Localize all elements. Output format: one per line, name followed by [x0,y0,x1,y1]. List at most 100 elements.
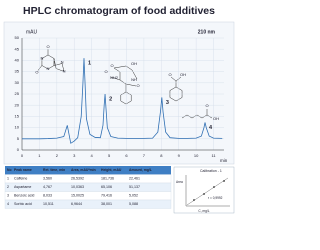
bond [110,76,121,81]
atom-label: N [47,66,50,71]
calibration-box [173,166,235,214]
table-cell: 8,033 [43,194,52,198]
bond [125,83,137,87]
table-cell: 51,137 [129,185,140,189]
calibration-y-label: Area [176,180,183,184]
y-tick-label: 20 [15,102,20,107]
bond [169,86,183,102]
calibration-point [203,193,205,195]
table-cell: Benzoic acid [14,194,34,198]
bond [175,76,182,82]
calibration-r: r = 0,9992 [208,196,223,200]
x-tick-label: 2 [56,153,59,158]
table-header: Height, mAU [101,168,122,172]
y-tick-label: 30 [15,80,20,85]
bond [119,79,127,85]
table-cell: 6,9644 [71,202,82,206]
table-cell: 1 [7,177,9,181]
x-tick-label: 3 [73,153,76,158]
table-header-bg [5,166,171,175]
y-tick-label: 40 [15,57,20,62]
table-cell: 4,767 [43,185,52,189]
table-cell: 10,0363 [71,185,84,189]
y-tick-label: 45 [15,46,20,51]
x-tick-label: 9 [178,153,181,158]
table-cell: 3 [7,194,9,198]
table-row-bg [4,174,172,184]
calibration-title: Calibration - 1 [200,169,222,173]
atom-label: OH [131,61,137,66]
table-cell: 10,511 [43,202,54,206]
atom-label: O [35,70,38,75]
bond [37,65,43,71]
peak-label: 2 [109,96,112,102]
bond [113,67,121,73]
atom-label: N [61,60,64,65]
atom-label: N [63,69,66,74]
y-tick-label: 5 [17,136,20,141]
x-tick-label: 11 [211,153,216,158]
atom-label: OH [180,72,186,77]
x-tick-label: 6 [125,153,128,158]
table-cell: 2 [7,185,9,189]
atom-label: NH2 [110,75,119,80]
y-tick-label: 15 [15,113,20,118]
table-header: Amount, mg/L [129,168,152,172]
y-tick-label: 10 [15,125,20,130]
atom-label: O [46,44,49,49]
chart-panel [3,21,235,165]
bond [113,65,127,69]
atom-label: O [110,63,113,68]
x-tick-label: 10 [194,153,199,158]
x-tick-label: 7 [143,153,146,158]
chromatogram-line [22,58,223,144]
table-cell: 4 [7,202,9,206]
y-tick-label: 25 [15,91,20,96]
table-cell: 38,001 [101,202,112,206]
atom-label: NH [131,77,137,82]
table-row-bg [4,199,172,209]
peak-label: 1 [88,61,91,67]
y-tick-label: 35 [15,69,20,74]
bond [120,91,132,105]
table-cell: 5,088 [129,202,138,206]
table-cell: 22,461 [129,177,140,181]
table-cell: 79,416 [101,194,112,198]
calibration-point [193,199,195,201]
table-header: No [7,168,12,172]
calibration-point [223,180,225,182]
x-tick-label: 0 [21,153,24,158]
bond [125,65,133,71]
y-tick-label: 50 [15,35,20,40]
table-header: Peak name [14,168,32,172]
table-cell: 65,106 [101,185,112,189]
table-cell: Sorbic acid [14,202,32,206]
table-header: Area, mAU*min [71,168,96,172]
wavelength: 210 nm [198,29,216,35]
y-label: mAU [26,29,38,35]
page: HPLC chromatogram of food additives mAU … [3,5,235,214]
table-cell: 3,560 [43,177,52,181]
atom-label: O [205,103,208,108]
x-tick-label: 8 [160,153,163,158]
x-label: min [220,158,228,163]
x-tick-label: 5 [108,153,111,158]
atom-label: OH [213,116,219,121]
atom-label: O [168,72,171,77]
atom-label: O [136,83,139,88]
calibration-point [213,186,215,188]
bond [53,58,65,72]
table-cell: Caffeine [14,177,27,181]
table-cell: Aspartame [14,185,31,189]
bond [170,76,177,82]
table-cell: 15,0025 [71,194,84,198]
table-cell: 26,5392 [71,177,84,181]
title: HPLC chromatogram of food additives [23,5,215,17]
table-cell: 181,736 [101,177,114,181]
x-tick-label: 4 [91,153,94,158]
peak-label: 3 [166,100,169,106]
atom-label: N [40,56,43,61]
y-tick-label: 0 [17,147,20,152]
x-tick-label: 1 [38,153,41,158]
table-cell: 5,052 [129,194,138,198]
